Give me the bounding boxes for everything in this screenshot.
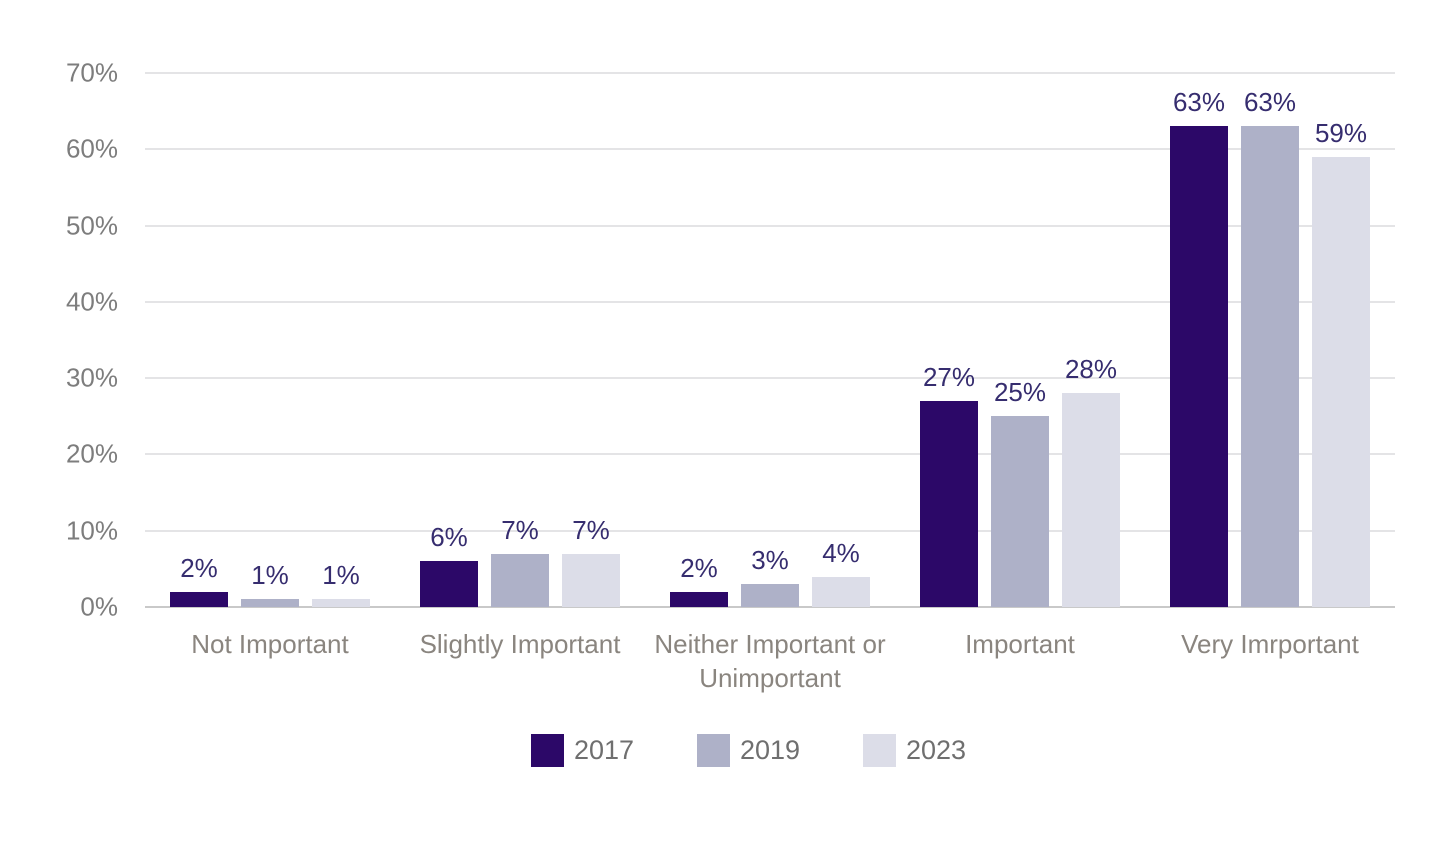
bar-value-label: 4%	[822, 537, 860, 568]
bar-column: 6%	[420, 522, 478, 607]
legend-item-2019: 2019	[697, 734, 863, 767]
bar-2017	[920, 401, 978, 607]
bar-2019	[1241, 126, 1299, 607]
x-axis-category-labels: Not Important Slightly Important Neither I…	[145, 628, 1395, 696]
bar-2017	[1170, 126, 1228, 607]
bar-2023	[562, 553, 620, 607]
legend-swatch	[863, 734, 896, 767]
bar-value-label: 3%	[751, 545, 789, 576]
bar-value-label: 63%	[1172, 87, 1226, 118]
gridline	[145, 529, 1395, 532]
bar-group: 2% 3% 4%	[670, 537, 870, 607]
y-tick-label: 30%	[65, 362, 118, 393]
category-label: Slightly Important	[419, 629, 621, 659]
bar-2019	[741, 584, 799, 607]
bar-group: 2% 1% 1%	[170, 553, 370, 607]
legend-item-2023: 2023	[863, 734, 1029, 767]
category-label: Important	[965, 629, 1075, 659]
bar-2017	[670, 591, 728, 607]
bar-value-label: 25%	[993, 377, 1047, 408]
bar-value-label: 28%	[1064, 354, 1118, 385]
bar-value-label: 2%	[180, 552, 218, 583]
bar-value-label: 63%	[1243, 87, 1297, 118]
bar-column: 2%	[170, 553, 228, 607]
bar-2017	[420, 561, 478, 607]
bar-2023	[812, 576, 870, 607]
gridline	[145, 72, 1395, 74]
gridline	[145, 377, 1395, 380]
plot-area: 2% 1% 1% 6% 7% 7% 2% 3% 4% 27% 25% 28% 63% 63% 59%	[145, 72, 1395, 608]
bar-column: 63%	[1170, 87, 1228, 607]
bar-2019	[991, 416, 1049, 607]
x-axis-line	[145, 606, 1395, 608]
gridline	[145, 300, 1395, 303]
bar-value-label: 1%	[251, 560, 289, 591]
category-label: Very Imrportant	[1181, 629, 1359, 659]
bar-group: 6% 7% 7%	[420, 515, 620, 607]
bar-2023	[1312, 156, 1370, 607]
bar-column: 4%	[812, 537, 870, 607]
gridline	[145, 224, 1395, 227]
y-tick-label: 10%	[65, 515, 118, 546]
bar-column: 1%	[312, 560, 370, 607]
legend-swatch	[697, 734, 730, 767]
legend: 2017 2019 2023	[531, 734, 1029, 767]
bar-group: 63% 63% 59%	[1170, 87, 1370, 607]
category-label: Neither Important or Unimportant	[654, 629, 886, 693]
bar-2019	[491, 553, 549, 607]
bar-2017	[170, 591, 228, 607]
y-tick-label: 20%	[65, 438, 118, 469]
legend-item-2017: 2017	[531, 734, 697, 767]
y-tick-label: 40%	[65, 286, 118, 317]
bar-value-label: 2%	[680, 552, 718, 583]
bar-value-label: 7%	[501, 514, 539, 545]
legend-label: 2019	[740, 735, 801, 765]
legend-swatch	[531, 734, 564, 767]
bar-column: 7%	[562, 515, 620, 607]
bar-column: 63%	[1241, 87, 1299, 607]
bar-value-label: 7%	[572, 514, 610, 545]
bar-column: 2%	[670, 553, 728, 607]
bar-value-label: 59%	[1314, 117, 1368, 148]
bar-column: 1%	[241, 560, 299, 607]
bar-column: 28%	[1062, 354, 1120, 607]
bar-column: 27%	[920, 362, 978, 607]
bar-2023	[312, 599, 370, 607]
category-label: Not Important	[191, 629, 349, 659]
y-tick-label: 0%	[80, 591, 118, 622]
bar-value-label: 1%	[322, 560, 360, 591]
gridline	[145, 453, 1395, 456]
y-tick-label: 50%	[65, 210, 118, 241]
legend-label: 2023	[906, 735, 967, 765]
y-tick-label: 60%	[65, 133, 118, 164]
bar-value-label: 6%	[430, 522, 468, 553]
bar-2019	[241, 599, 299, 607]
bar-group: 27% 25% 28%	[920, 354, 1120, 607]
bar-column: 7%	[491, 515, 549, 607]
y-tick-label: 70%	[65, 57, 118, 88]
bar-value-label: 27%	[922, 362, 976, 393]
gridline	[145, 148, 1395, 151]
legend-label: 2017	[574, 735, 635, 765]
bar-column: 59%	[1312, 118, 1370, 607]
bar-2023	[1062, 393, 1120, 607]
y-axis: 0% 10% 20% 30% 40% 50% 60% 70%	[0, 58, 122, 622]
bar-column: 25%	[991, 377, 1049, 607]
bar-column: 3%	[741, 545, 799, 607]
